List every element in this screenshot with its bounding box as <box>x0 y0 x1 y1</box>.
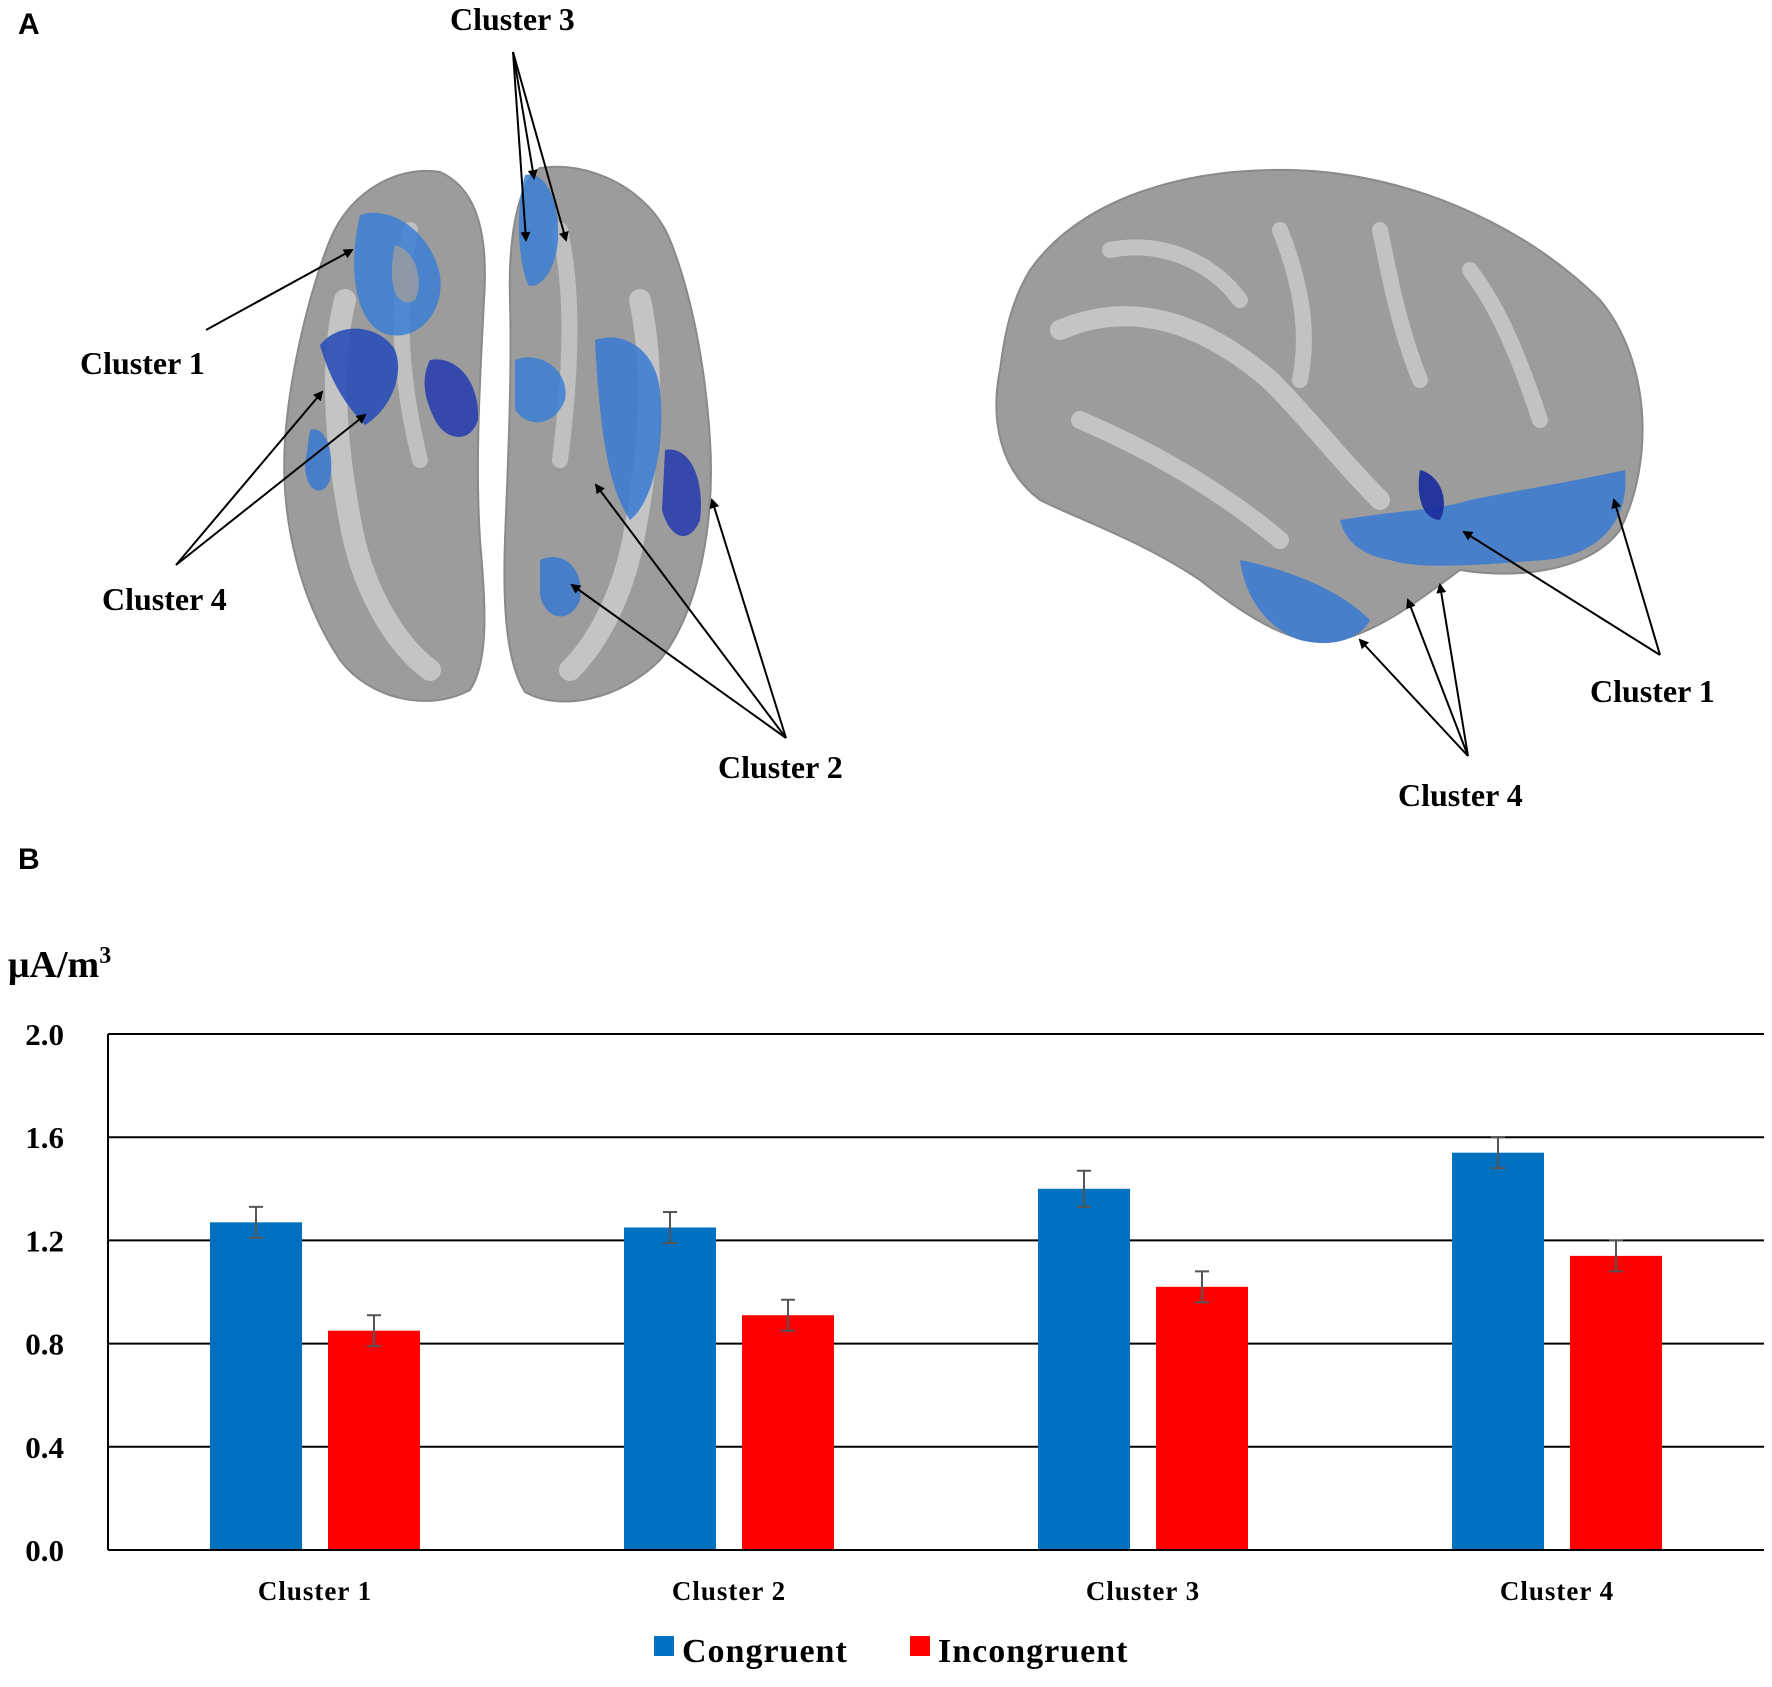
bar-incongruent-4 <box>1570 1255 1662 1550</box>
activation-blob <box>1240 560 1370 644</box>
bar-congruent-3 <box>1038 1188 1130 1550</box>
x-tick-label: Cluster 4 <box>1500 1576 1614 1606</box>
activation-blob <box>1418 470 1444 520</box>
legend-label-congruent: Congruent <box>682 1633 848 1670</box>
y-tick-label: 1.6 <box>25 1120 64 1155</box>
activation-blob <box>305 429 332 491</box>
annotation-arrows <box>175 51 1661 757</box>
label-cluster3-top: Cluster 3 <box>450 1 575 37</box>
panel-a-label: A <box>18 8 40 41</box>
activation-blob <box>424 359 479 437</box>
bar-congruent-1 <box>210 1222 302 1550</box>
brain-figure: Cluster 3 Cluster 1 Cluster 4 Cluster 2 … <box>80 1 1715 813</box>
y-unit-superscript: 3 <box>99 943 111 969</box>
bar-congruent-4 <box>1452 1152 1544 1550</box>
activation-blob <box>518 174 559 286</box>
ventral-right-hemisphere <box>503 165 712 703</box>
y-tick-label: 0.0 <box>25 1533 64 1568</box>
activation-blob <box>595 337 662 520</box>
legend: Congruent Incongruent <box>654 1633 1128 1670</box>
legend-swatch-congruent <box>654 1636 674 1656</box>
bar-chart: μA/m3 0.0 0.4 0.8 1.2 1.6 2.0 Cluster 1 Cluster… <box>8 943 1764 1670</box>
label-cluster4-left: Cluster 4 <box>102 581 227 617</box>
bar-incongruent-2 <box>742 1315 834 1550</box>
legend-label-incongruent: Incongruent <box>938 1633 1128 1670</box>
label-cluster1-left: Cluster 1 <box>80 345 205 381</box>
bars-layer <box>210 1136 1662 1550</box>
lateral-brain <box>995 168 1644 644</box>
y-tick-label: 1.2 <box>25 1223 64 1258</box>
y-tick-label: 2.0 <box>25 1017 64 1052</box>
activation-blob <box>662 449 701 537</box>
panel-b-label: B <box>18 843 40 876</box>
y-tick-label: 0.8 <box>25 1327 64 1362</box>
ventral-left-hemisphere <box>283 169 486 702</box>
y-tick-label: 0.4 <box>25 1430 64 1465</box>
activation-blob <box>515 357 566 423</box>
x-tick-label: Cluster 2 <box>672 1576 786 1606</box>
y-unit-label: μA/m3 <box>8 943 111 986</box>
legend-swatch-incongruent <box>910 1636 930 1656</box>
axis-layer: 0.0 0.4 0.8 1.2 1.6 2.0 Cluster 1 Cluster 2 Clus… <box>25 1017 1764 1606</box>
y-unit-base: μA/m <box>8 944 99 986</box>
bar-incongruent-1 <box>328 1330 420 1550</box>
bar-incongruent-3 <box>1156 1286 1248 1550</box>
x-tick-label: Cluster 3 <box>1086 1576 1200 1606</box>
activation-blob <box>540 556 581 617</box>
bar-congruent-2 <box>624 1227 716 1550</box>
activation-blob <box>1340 470 1626 566</box>
x-tick-label: Cluster 1 <box>258 1576 372 1606</box>
label-cluster4-lateral: Cluster 4 <box>1398 777 1523 813</box>
label-cluster1-lateral: Cluster 1 <box>1590 673 1715 709</box>
label-cluster2-bottom: Cluster 2 <box>718 749 843 785</box>
activation-blob <box>320 328 399 425</box>
